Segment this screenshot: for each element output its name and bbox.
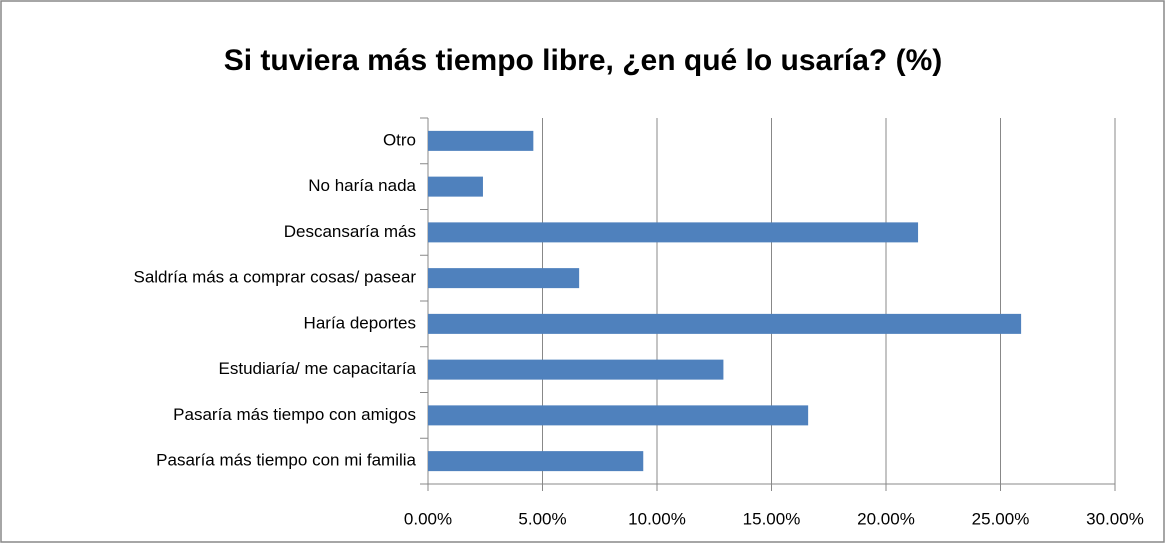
y-tick-label: Pasaría más tiempo con mi familia: [156, 451, 416, 470]
y-tick-label: Saldría más a comprar cosas/ pasear: [133, 268, 416, 287]
y-tick-label: No haría nada: [308, 176, 416, 195]
bar: [428, 359, 724, 380]
bar: [428, 130, 534, 151]
x-tick-label: 25.00%: [972, 509, 1030, 528]
y-tick-label: Haría deportes: [304, 313, 416, 332]
bar: [428, 222, 919, 243]
bar: [428, 405, 809, 426]
y-tick-label: Pasaría más tiempo con amigos: [173, 405, 416, 424]
bar: [428, 451, 644, 472]
y-tick-label: Estudiaría/ me capacitaría: [219, 359, 417, 378]
bar: [428, 313, 1022, 334]
bar: [428, 176, 483, 197]
x-tick-label: 10.00%: [628, 509, 686, 528]
y-tick-label: Descansaría más: [284, 222, 416, 241]
chart-title: Si tuviera más tiempo libre, ¿en qué lo …: [224, 44, 943, 77]
bar: [428, 268, 580, 289]
x-tick-label: 30.00%: [1086, 509, 1144, 528]
x-tick-label: 15.00%: [743, 509, 801, 528]
x-tick-label: 5.00%: [518, 509, 566, 528]
x-tick-label: 20.00%: [857, 509, 915, 528]
y-tick-label: Otro: [383, 130, 416, 149]
x-tick-label: 0.00%: [404, 509, 452, 528]
